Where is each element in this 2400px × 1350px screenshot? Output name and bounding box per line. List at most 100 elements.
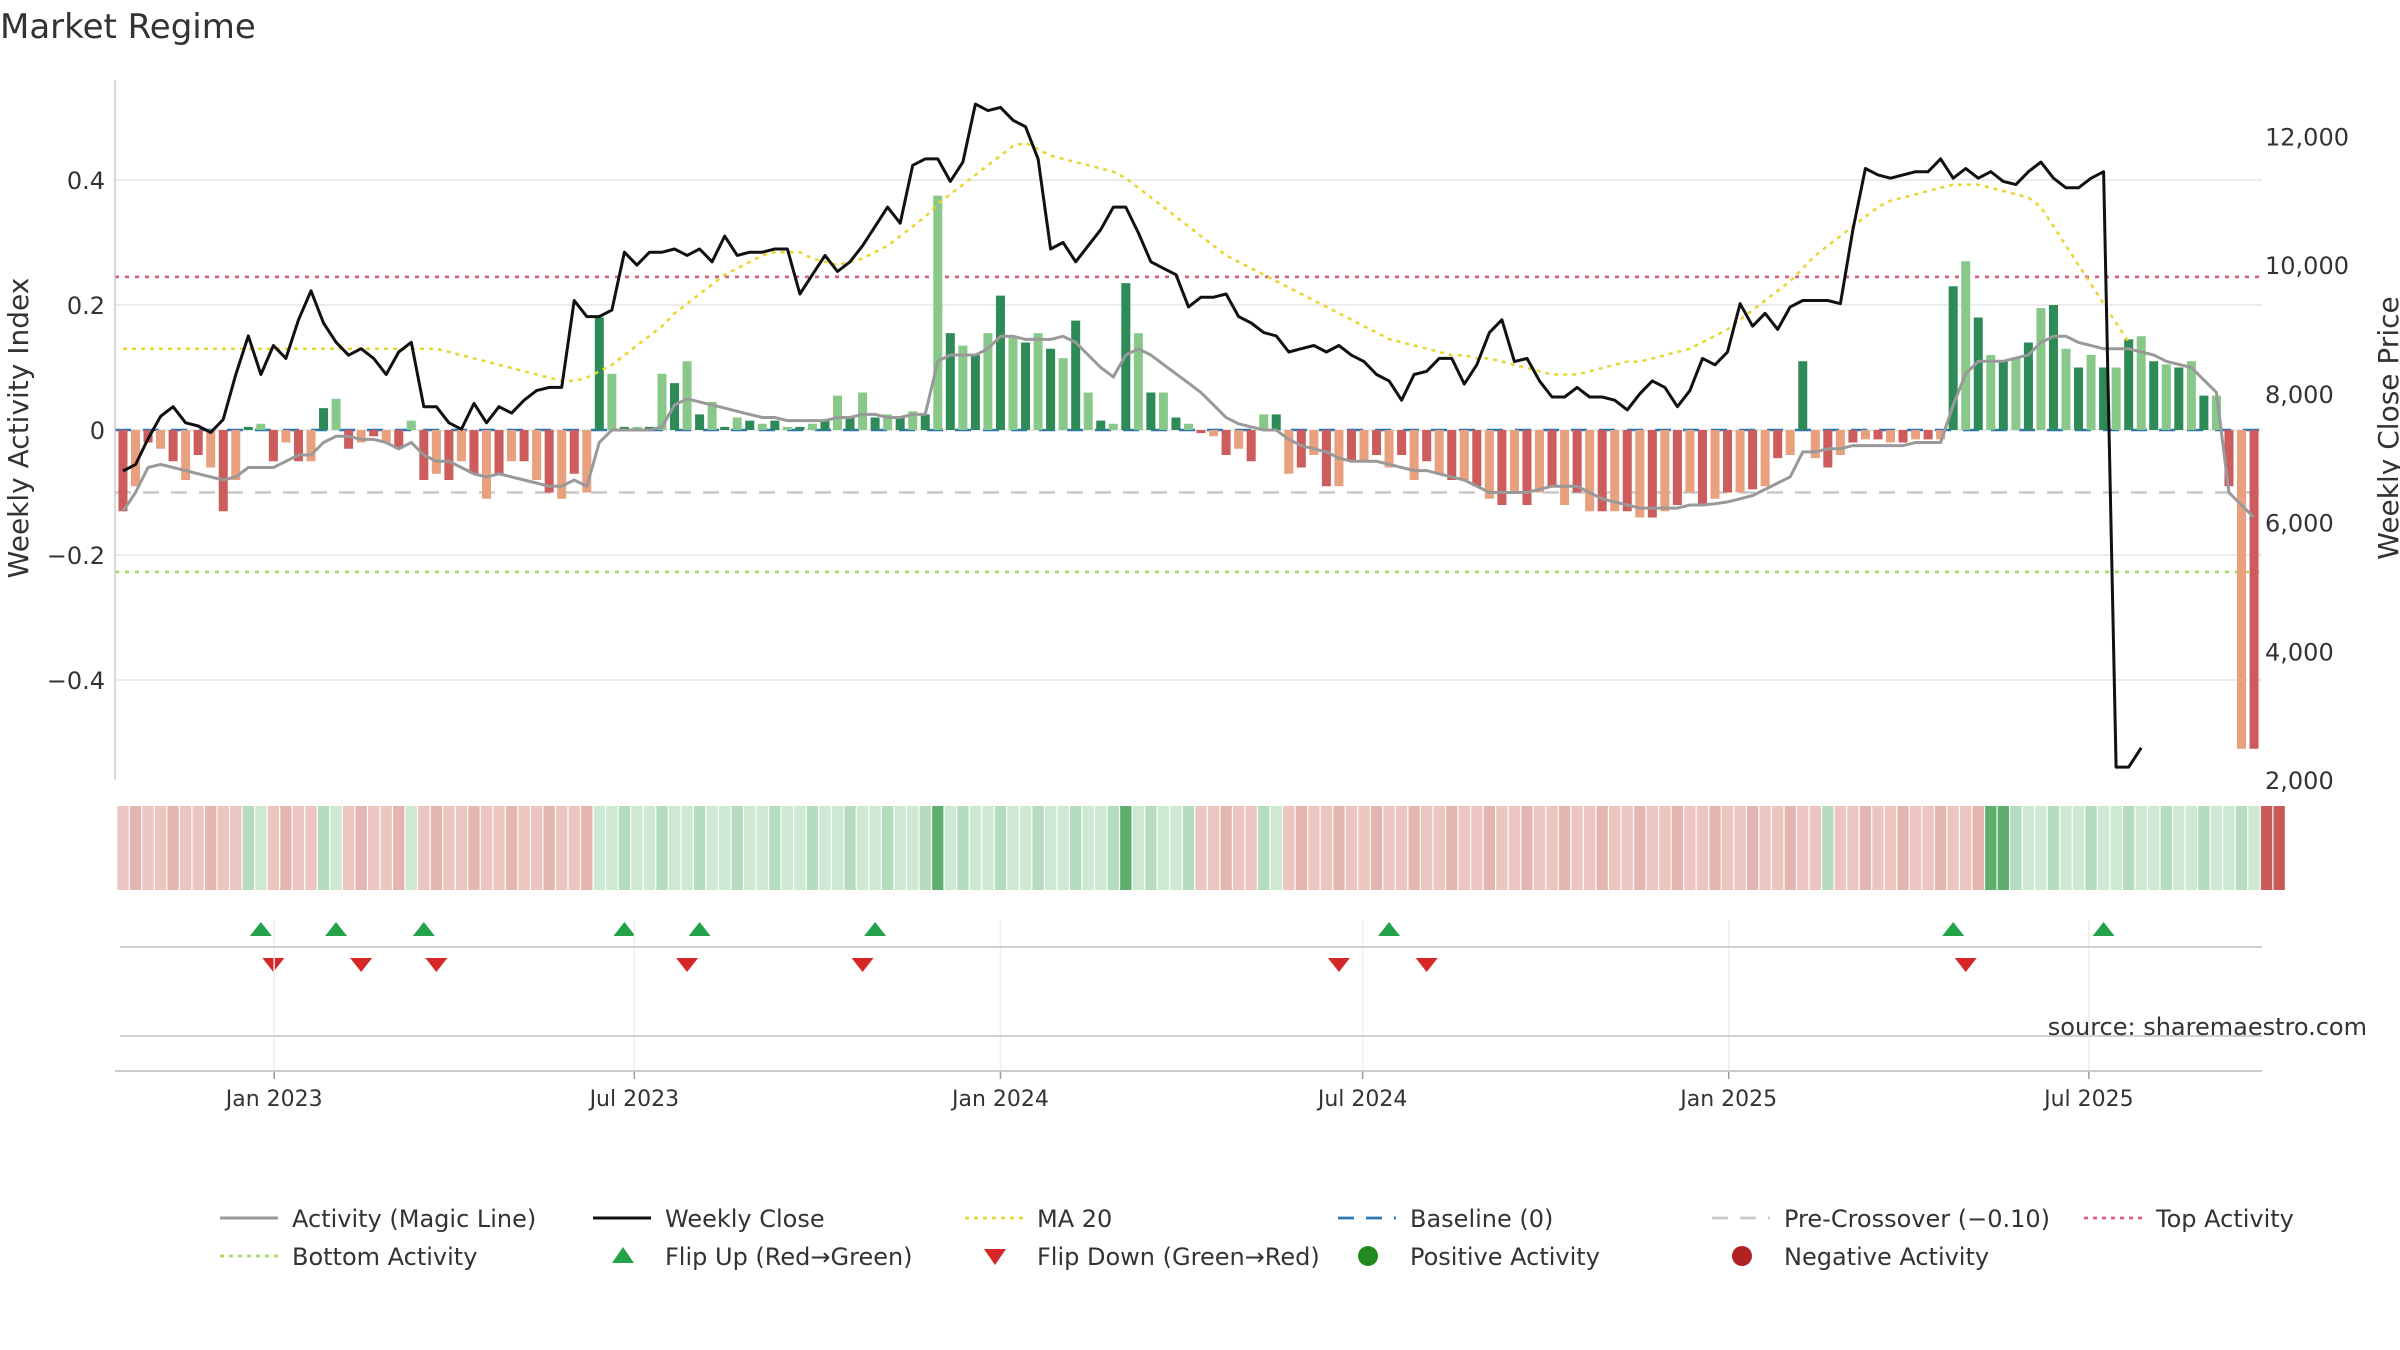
flip-up-marker <box>325 922 348 936</box>
activity-bar <box>2124 339 2134 430</box>
regime-strip-cell <box>242 806 254 890</box>
regime-strip-cell <box>380 806 392 890</box>
activity-bar <box>983 333 993 430</box>
activity-bar <box>532 430 542 480</box>
regime-strip-cell <box>2210 806 2223 890</box>
activity-bar <box>2249 430 2259 749</box>
regime-strip-cell <box>405 806 417 890</box>
regime-strip-cell <box>2135 806 2147 890</box>
regime-strip-cell <box>919 806 931 890</box>
activity-bar <box>1534 430 1545 493</box>
regime-strip-cell <box>969 806 982 890</box>
regime-strip-cell <box>1859 806 1872 890</box>
regime-strip-cell <box>154 806 167 890</box>
activity-bar <box>1773 430 1783 459</box>
activity-bar <box>1183 423 1194 430</box>
activity-bar <box>2211 395 2221 430</box>
regime-strip-cell <box>693 806 706 890</box>
regime-strip-cell <box>1070 806 1082 890</box>
regime-strip-cell <box>1684 806 1696 890</box>
activity-bar <box>1372 430 1382 455</box>
regime-strip-cell <box>869 806 881 890</box>
regime-strip-cell <box>1696 806 1709 890</box>
regime-strip-cell <box>142 806 154 890</box>
activity-bar <box>632 426 642 430</box>
regime-strip-cell <box>1734 806 1746 890</box>
regime-strip-cell <box>556 806 568 890</box>
activity-bar <box>381 430 391 443</box>
regime-strip-cell <box>1872 806 1884 890</box>
activity-bar <box>2023 342 2033 430</box>
activity-bar <box>1108 423 1118 430</box>
flip-down-marker <box>425 958 448 972</box>
regime-strip-cell <box>530 806 543 890</box>
regime-strip-cell <box>1985 806 1997 890</box>
regime-strip-cell <box>192 806 204 890</box>
activity-bar <box>469 430 479 474</box>
regime-strip-cell <box>1270 806 1282 890</box>
regime-strip-cell <box>355 806 367 890</box>
activity-bar <box>933 195 943 430</box>
activity-bar <box>1873 430 1883 440</box>
activity-bar <box>895 417 905 430</box>
activity-bar <box>1083 392 1093 430</box>
regime-strip-cell <box>1759 806 1771 890</box>
regime-strip-cell <box>1546 806 1558 890</box>
activity-bar <box>1459 430 1469 480</box>
regime-strip-cell <box>1245 806 1257 890</box>
flip-markers <box>249 922 2115 972</box>
activity-bar <box>319 408 329 430</box>
regime-strip-cell <box>2223 806 2235 890</box>
regime-strip-cell <box>1521 806 1533 890</box>
activity-bar <box>1008 336 1018 430</box>
activity-bar <box>1560 430 1570 505</box>
regime-strip-cell <box>543 806 555 890</box>
weekly-close-line <box>122 102 2143 769</box>
activity-bar <box>1397 430 1407 455</box>
regime-strip-cell <box>1922 806 1934 890</box>
regime-strip-cell <box>1972 806 1984 890</box>
regime-strip-cell <box>731 806 743 890</box>
activity-bar <box>1597 430 1607 512</box>
regime-strip-cell <box>1207 806 1220 890</box>
activity-bar <box>1221 430 1231 455</box>
activity-bar <box>130 430 141 487</box>
regime-strip-cell <box>393 806 405 890</box>
regime-strip-cell <box>1709 806 1721 890</box>
regime-strip-cell <box>1746 806 1759 890</box>
regime-strip-cell <box>1784 806 1796 890</box>
axes: −0.4 −0.2 0 0.2 0.4 2,000 4,000 6,000 8,000 10,00… <box>47 80 2349 795</box>
activity-bar <box>1810 430 1820 459</box>
activity-bar <box>2199 395 2209 430</box>
regime-strip-cell <box>2160 806 2172 890</box>
activity-bar <box>1021 342 1031 430</box>
regime-strip-cell <box>894 806 906 890</box>
legend-label: Activity (Magic Line) <box>292 1205 536 1233</box>
activity-bar <box>1572 430 1582 493</box>
regime-strip-cell <box>1596 806 1608 890</box>
regime-strip-cell <box>1571 806 1583 890</box>
legend-label: Negative Activity <box>1784 1243 1989 1271</box>
regime-strip-cell <box>2248 806 2260 890</box>
regime-strip-cell <box>480 806 493 890</box>
regime-strip-cell <box>643 806 656 890</box>
activity-bar <box>945 333 955 430</box>
activity-bar <box>268 430 278 462</box>
activity-bar <box>644 426 654 430</box>
activity-bar <box>2048 305 2058 430</box>
activity-bar <box>1723 430 1733 493</box>
regime-strip-cell <box>117 806 129 890</box>
activity-bar <box>1622 430 1632 512</box>
activity-bar <box>181 430 191 480</box>
activity-bar <box>782 426 792 430</box>
activity-bar <box>1610 430 1620 512</box>
flip-up-marker <box>2092 922 2115 936</box>
activity-bar <box>1497 430 1507 505</box>
flip-up-marker <box>249 922 272 936</box>
regime-strip-cell <box>819 806 831 890</box>
activity-bar <box>1885 430 1896 443</box>
activity-bar <box>1848 430 1858 443</box>
ma20-line <box>123 141 2130 383</box>
regime-strip-cell <box>443 806 455 890</box>
flip-down-marker <box>1415 958 1438 972</box>
